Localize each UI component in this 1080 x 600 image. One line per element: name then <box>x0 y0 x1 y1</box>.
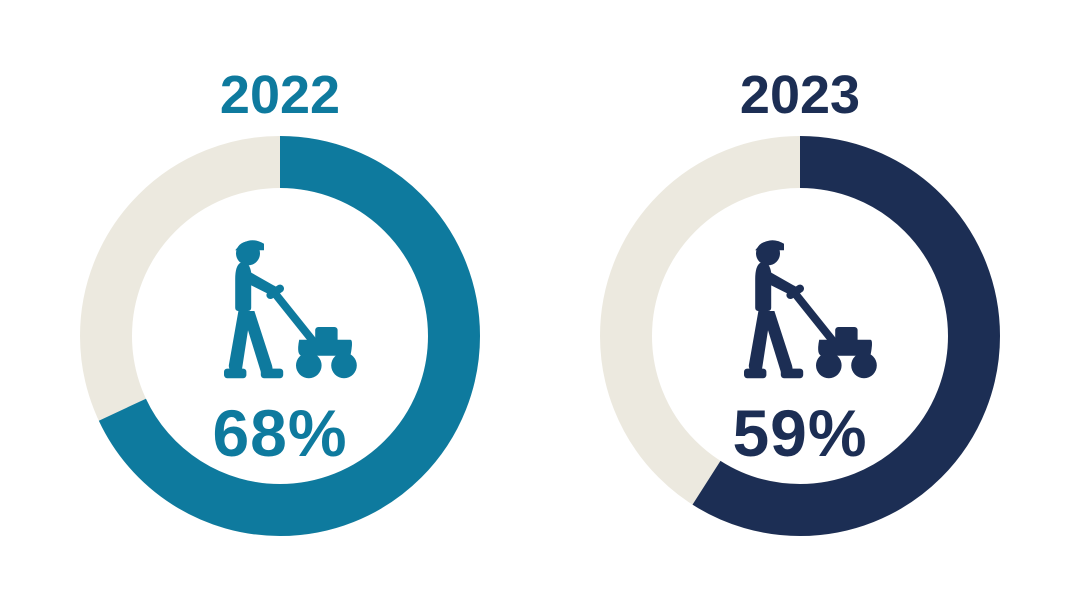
chart-row: 2022 <box>0 0 1080 600</box>
year-label: 2023 <box>740 64 860 126</box>
donut-2022: 68% <box>80 136 480 536</box>
percent-label: 59% <box>732 395 867 471</box>
lawn-mower-icon <box>200 231 360 391</box>
panel-2023: 2023 <box>600 64 1000 536</box>
donut-center: 59% <box>600 136 1000 536</box>
lawn-mower-icon <box>720 231 880 391</box>
panel-2022: 2022 <box>80 64 480 536</box>
donut-center: 68% <box>80 136 480 536</box>
percent-label: 68% <box>212 395 347 471</box>
donut-2023: 59% <box>600 136 1000 536</box>
year-label: 2022 <box>220 64 340 126</box>
